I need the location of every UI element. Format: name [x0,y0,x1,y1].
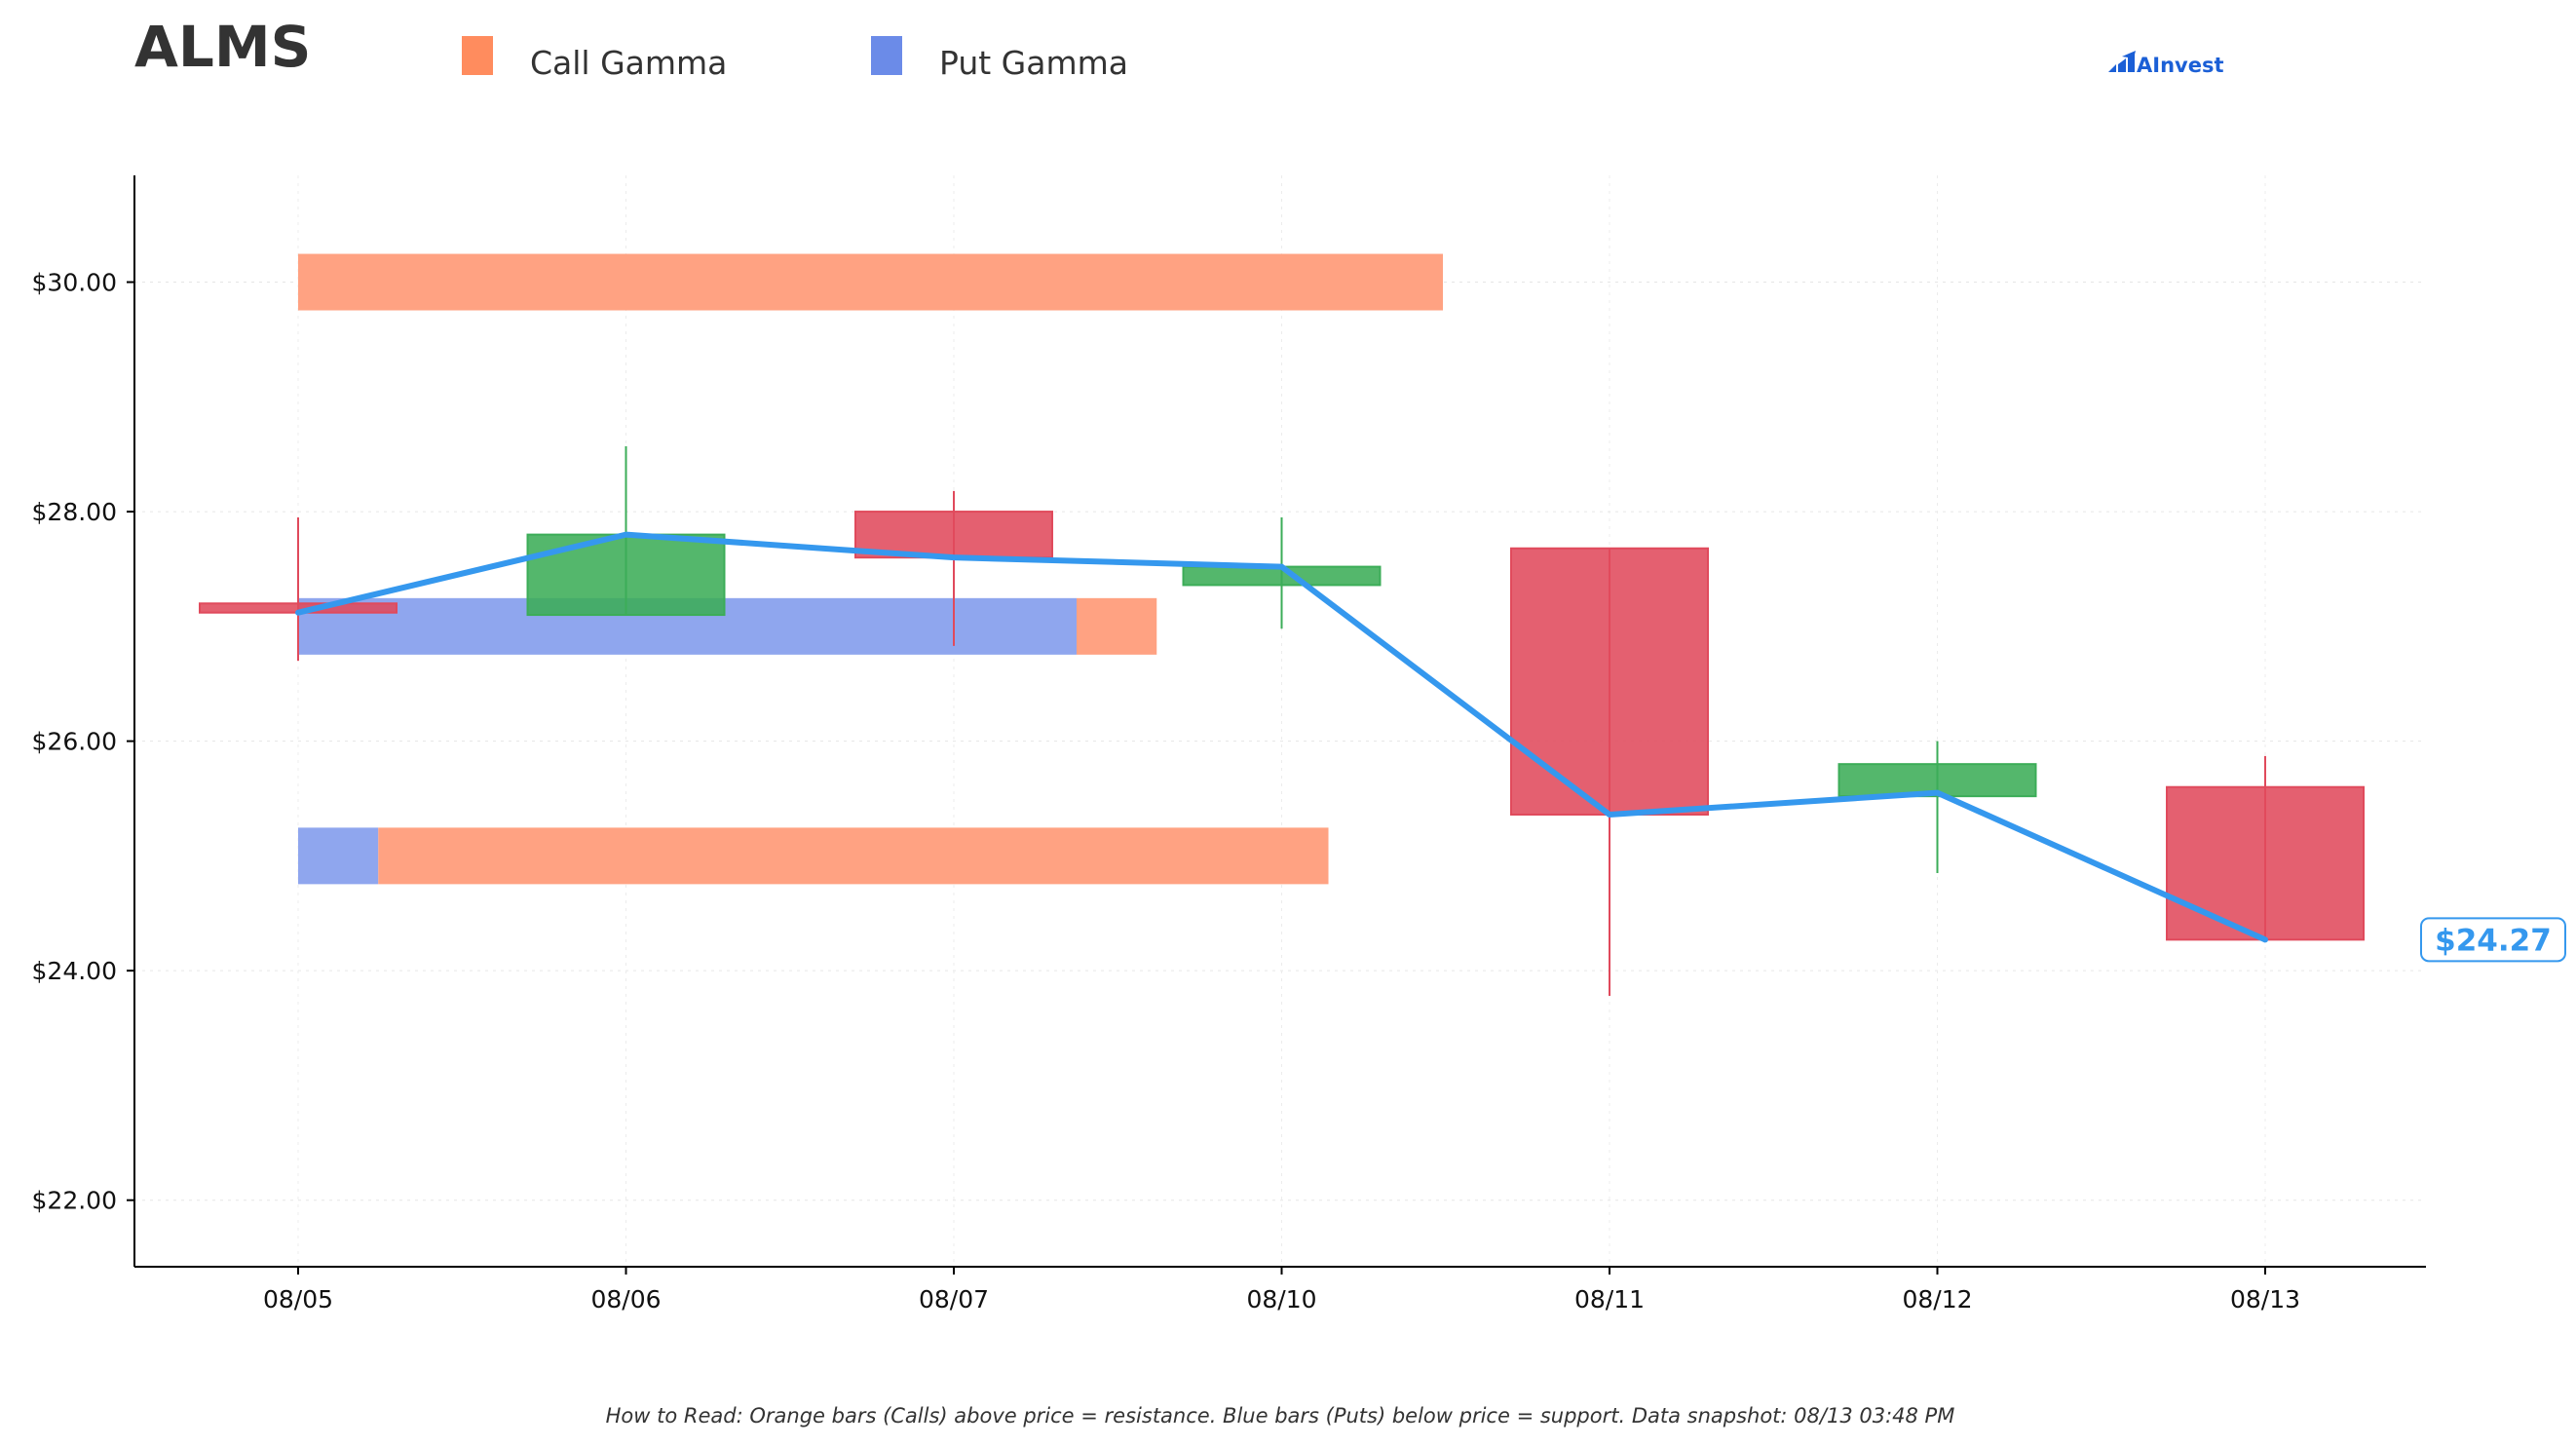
x-tick-label-0: 08/05 [263,1285,333,1314]
y-tick-labels: $22.00 $24.00 $26.00 $28.00 $30.00 [32,269,134,1215]
y-tick-label-3: $28.00 [32,498,117,526]
legend-swatch-call [462,36,493,75]
legend: Call Gamma Put Gamma [462,36,1128,82]
y-tick-label-4: $30.00 [32,269,117,297]
axes [133,175,2426,1268]
legend-label-put: Put Gamma [939,44,1128,82]
call-gamma-bar-2 [378,827,1329,885]
brand-logo: AInvest [2108,51,2224,77]
call-gamma-bar-0 [298,253,1443,311]
candle-body-08/06 [526,533,726,617]
x-tick-label-1: 08/06 [590,1285,661,1314]
brand-name: AInvest [2137,54,2224,77]
y-tick-label-2: $26.00 [32,728,117,756]
x-tick-label-4: 08/11 [1574,1285,1645,1314]
current-price-label: $24.27 [2435,923,2552,958]
legend-label-call: Call Gamma [530,44,727,82]
x-tick-label-6: 08/13 [2230,1285,2300,1314]
footnote: How to Read: Orange bars (Calls) above p… [606,1404,1955,1428]
grid [134,175,2426,1267]
candle-body-08/11 [1510,547,1709,816]
x-tick-label-3: 08/10 [1246,1285,1316,1314]
ainvest-logo-icon [2108,51,2136,72]
x-tick-label-2: 08/07 [919,1285,989,1314]
candle-body-08/07 [854,511,1053,559]
x-tick-label-5: 08/12 [1902,1285,1972,1314]
current-price-marker: $24.27 [2420,917,2566,963]
call-gamma-bar-1 [1077,597,1157,655]
put-gamma-bar-2 [298,827,379,885]
price-line-layer [295,531,2268,943]
y-tick-label-0: $22.00 [32,1187,117,1215]
price-line [295,531,2268,943]
current-price-box [2420,917,2566,963]
candle-body-08/13 [2166,785,2365,941]
x-tick-labels: 08/05 08/06 08/07 08/10 08/11 08/12 08/13 [263,1267,2300,1314]
gamma-bars [298,253,1443,885]
chart-title: ALMS [134,14,311,80]
legend-swatch-put [871,36,902,75]
y-tick-label-1: $24.00 [32,957,117,985]
